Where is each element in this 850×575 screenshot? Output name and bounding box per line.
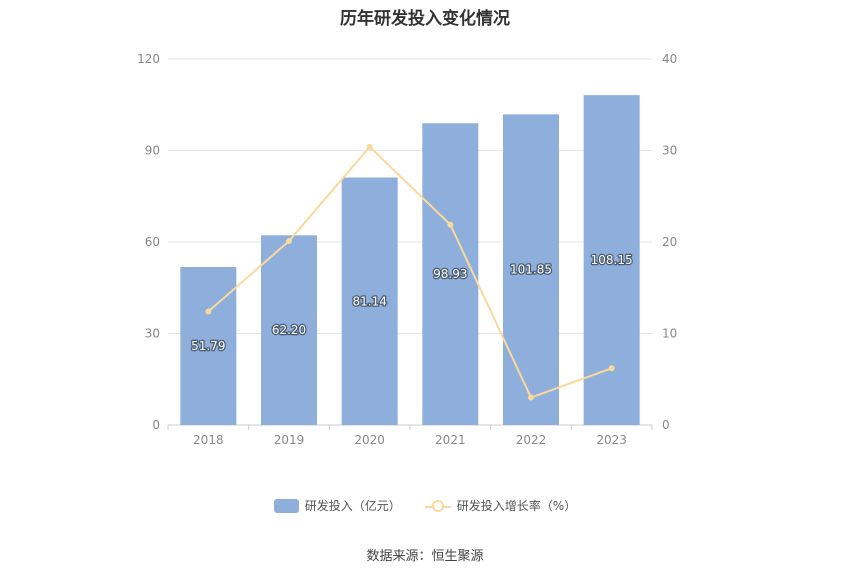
- growth-rate-point: [528, 394, 534, 401]
- chart-legend: 研发投入（亿元） 研发投入增长率（%）: [0, 497, 850, 514]
- y-right-tick-label: 0: [662, 418, 670, 432]
- bar-value-label: 62.20: [272, 323, 306, 337]
- y-left-tick-label: 60: [145, 235, 160, 249]
- bar: [341, 177, 398, 425]
- x-tick-label: 2022: [516, 433, 547, 447]
- x-tick-label: 2021: [435, 433, 466, 447]
- bar-value-label: 51.79: [191, 339, 225, 353]
- y-left-tick-label: 0: [152, 418, 160, 432]
- bar: [503, 114, 559, 426]
- x-tick-label: 2020: [354, 433, 385, 447]
- growth-rate-point: [366, 143, 373, 150]
- bar-value-label: 108.15: [591, 253, 633, 267]
- bar-value-label: 98.93: [433, 267, 467, 281]
- legend-item-rd-investment[interactable]: 研发投入（亿元）: [273, 497, 401, 514]
- x-tick-label: 2019: [274, 433, 305, 447]
- y-left-tick-label: 90: [145, 144, 160, 158]
- data-source: 数据来源：恒生聚源: [366, 549, 484, 564]
- x-tick-label: 2023: [596, 433, 627, 447]
- legend-item-growth-rate[interactable]: 研发投入增长率（%）: [424, 497, 577, 514]
- bar: [261, 235, 317, 425]
- growth-rate-point: [608, 365, 615, 372]
- y-right-tick-label: 20: [662, 235, 677, 249]
- bar-value-label: 81.14: [352, 294, 386, 308]
- legend-label-growth-rate: 研发投入增长率（%）: [456, 499, 577, 513]
- growth-rate-point: [286, 238, 292, 245]
- y-right-tick-label: 30: [662, 144, 677, 158]
- y-left-tick-label: 120: [137, 52, 160, 66]
- y-right-tick-label: 40: [662, 52, 677, 66]
- y-right-tick-label: 10: [662, 327, 677, 341]
- bar: [180, 267, 237, 425]
- legend-label-rd-investment: 研发投入（亿元）: [304, 499, 401, 513]
- bar-value-label: 101.85: [510, 263, 552, 277]
- chart-title: 历年研发投入变化情况: [340, 9, 510, 29]
- bar: [422, 123, 479, 426]
- bar-swatch-icon: [273, 498, 299, 513]
- growth-rate-line: [207, 145, 613, 399]
- combo-chart: 0 0 30 10 60 20 90 30 120 40 2018 2019 2020 2021 2022 2…: [137, 52, 677, 447]
- growth-rate-point: [447, 221, 454, 228]
- line-swatch-icon: [424, 499, 451, 513]
- x-tick-label: 2018: [193, 433, 224, 447]
- y-left-tick-label: 30: [145, 327, 160, 341]
- growth-rate-point: [205, 308, 212, 315]
